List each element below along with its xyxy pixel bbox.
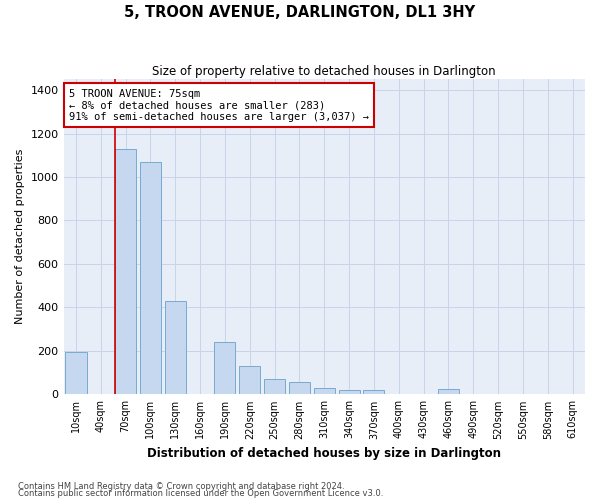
Title: Size of property relative to detached houses in Darlington: Size of property relative to detached ho…: [152, 65, 496, 78]
Bar: [314, 388, 335, 394]
Bar: [239, 366, 260, 394]
Bar: [338, 390, 359, 394]
Bar: [65, 352, 86, 395]
Y-axis label: Number of detached properties: Number of detached properties: [15, 149, 25, 324]
Bar: [214, 342, 235, 394]
Text: 5, TROON AVENUE, DARLINGTON, DL1 3HY: 5, TROON AVENUE, DARLINGTON, DL1 3HY: [124, 5, 476, 20]
Text: Contains public sector information licensed under the Open Government Licence v3: Contains public sector information licen…: [18, 489, 383, 498]
Bar: [264, 379, 285, 394]
Bar: [115, 148, 136, 394]
Bar: [165, 301, 186, 394]
Text: 5 TROON AVENUE: 75sqm
← 8% of detached houses are smaller (283)
91% of semi-deta: 5 TROON AVENUE: 75sqm ← 8% of detached h…: [69, 88, 369, 122]
Bar: [364, 390, 385, 394]
Bar: [289, 382, 310, 394]
Bar: [438, 389, 459, 394]
X-axis label: Distribution of detached houses by size in Darlington: Distribution of detached houses by size …: [147, 447, 501, 460]
Text: Contains HM Land Registry data © Crown copyright and database right 2024.: Contains HM Land Registry data © Crown c…: [18, 482, 344, 491]
Bar: [140, 162, 161, 394]
